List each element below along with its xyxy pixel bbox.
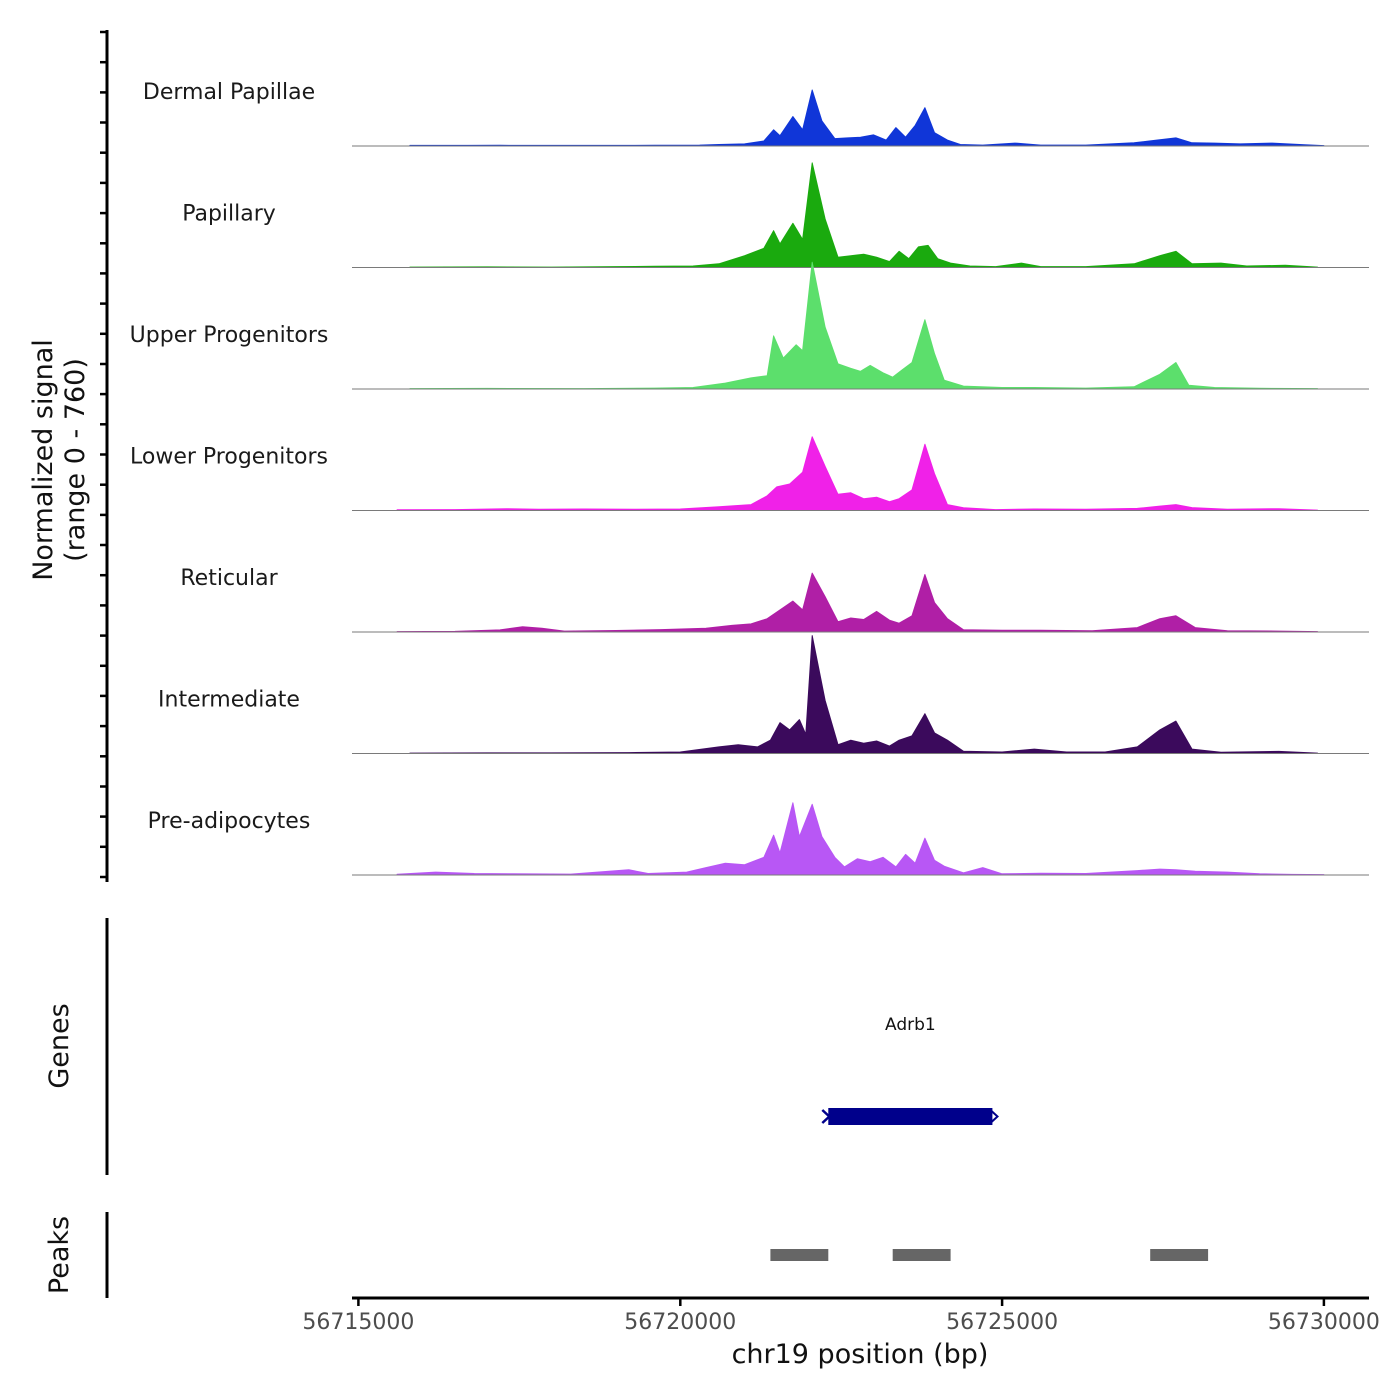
track-dermal-papillae: Dermal Papillae <box>143 80 1369 147</box>
track-label-intermediate: Intermediate <box>158 688 300 713</box>
track-pre-adipocytes: Pre-adipocytes <box>148 802 1369 876</box>
track-lower-progenitors: Lower Progenitors <box>130 436 1369 511</box>
track-upper-progenitors: Upper Progenitors <box>130 261 1369 390</box>
x-axis-ticks: 56715000 56720000 56725000 56730000 <box>302 1298 1380 1335</box>
coverage-y-ticks <box>100 30 107 879</box>
coverage-area-lower-progenitors <box>396 436 1318 511</box>
genes-panel-label: Genes <box>44 1003 75 1088</box>
gene-adrb1: Adrb1 <box>821 1015 999 1125</box>
x-tick-label: 56730000 <box>1268 1310 1380 1335</box>
track-label-papillary: Papillary <box>182 202 276 227</box>
coverage-area-dermal-papillae <box>409 89 1325 147</box>
gene-label-adrb1: Adrb1 <box>885 1015 936 1035</box>
track-papillary: Papillary <box>182 162 1369 268</box>
peaks-panel-label: Peaks <box>44 1216 75 1294</box>
gene-strand-arrow <box>821 1109 832 1124</box>
track-label-lower-progenitors: Lower Progenitors <box>130 445 328 470</box>
track-label-pre-adipocytes: Pre-adipocytes <box>148 809 311 834</box>
coverage-area-papillary <box>409 162 1318 268</box>
y-axis-title: Normalized signal <box>28 339 59 581</box>
y-axis-range-label: (range 0 - 760) <box>60 358 91 562</box>
track-intermediate: Intermediate <box>158 635 1369 754</box>
x-tick-label: 56715000 <box>302 1310 414 1335</box>
peak-region <box>1150 1249 1209 1261</box>
x-tick-label: 56725000 <box>946 1310 1058 1335</box>
coverage-area-intermediate <box>409 635 1318 754</box>
genes-panel: Adrb1 <box>821 1015 999 1125</box>
x-tick-label: 56720000 <box>624 1310 736 1335</box>
peak-region <box>892 1249 951 1261</box>
coverage-area-reticular <box>396 572 1318 633</box>
peak-region <box>770 1249 829 1261</box>
gene-body-adrb1 <box>828 1108 993 1125</box>
coverage-area-upper-progenitors <box>409 261 1318 390</box>
gene-end-arrow <box>990 1110 999 1123</box>
track-label-dermal-papillae: Dermal Papillae <box>143 80 315 105</box>
track-reticular: Reticular <box>180 566 1369 633</box>
x-axis-title: chr19 position (bp) <box>732 1339 989 1370</box>
track-label-reticular: Reticular <box>180 566 278 591</box>
peaks-panel <box>770 1249 1209 1261</box>
coverage-area-pre-adipocytes <box>396 802 1325 876</box>
track-label-upper-progenitors: Upper Progenitors <box>130 323 329 348</box>
coverage-tracks: Dermal Papillae Papillary Upper Progenitor… <box>130 80 1369 876</box>
